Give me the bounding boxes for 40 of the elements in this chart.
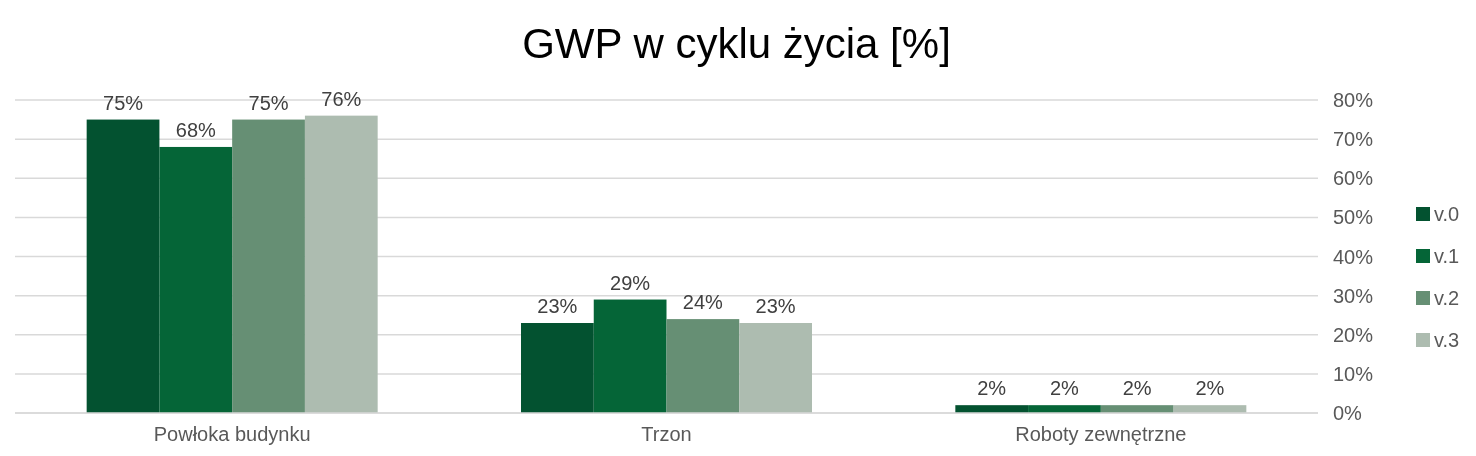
data-label: 2%	[1195, 377, 1225, 400]
bar	[232, 119, 305, 413]
legend-label: v.3	[1434, 329, 1460, 351]
data-label: 2%	[977, 377, 1007, 400]
bar	[159, 146, 233, 413]
y-tick-label: 60%	[1333, 167, 1374, 190]
data-label: 76%	[321, 87, 362, 110]
data-label: 75%	[248, 91, 289, 114]
data-label: 2%	[1050, 377, 1080, 400]
bar	[1028, 405, 1101, 413]
data-label: 23%	[537, 295, 578, 318]
data-label: 23%	[755, 295, 796, 318]
y-tick-label: 0%	[1333, 402, 1363, 424]
y-tick-label: 10%	[1333, 362, 1374, 385]
y-tick-label: 40%	[1333, 245, 1374, 268]
data-label: 75%	[103, 91, 144, 114]
data-label: 2%	[1122, 377, 1152, 400]
bar	[593, 299, 667, 413]
y-tick-label: 50%	[1333, 206, 1374, 229]
y-tick-label: 20%	[1333, 323, 1374, 346]
y-tick-label: 30%	[1333, 284, 1374, 307]
bar	[521, 323, 594, 413]
data-label: 68%	[175, 118, 217, 141]
data-label: 29%	[610, 271, 651, 294]
legend-label: v.0	[1434, 203, 1460, 225]
bar	[666, 319, 740, 413]
x-tick-label: Roboty zewnętrzne	[1015, 423, 1187, 445]
x-tick-label: Trzon	[641, 423, 692, 445]
chart-title: GWP w cyklu życia [%]	[522, 20, 951, 67]
legend-label: v.1	[1434, 245, 1460, 267]
data-label: 24%	[682, 291, 724, 314]
bar	[1100, 405, 1174, 413]
y-tick-label: 70%	[1333, 128, 1374, 151]
y-tick-label: 80%	[1333, 89, 1374, 111]
x-tick-label: Powłoka budynku	[153, 423, 311, 445]
bar	[86, 119, 160, 413]
bar	[955, 405, 1029, 413]
bar	[739, 323, 812, 413]
bar	[304, 115, 378, 413]
legend-label: v.2	[1434, 287, 1460, 309]
